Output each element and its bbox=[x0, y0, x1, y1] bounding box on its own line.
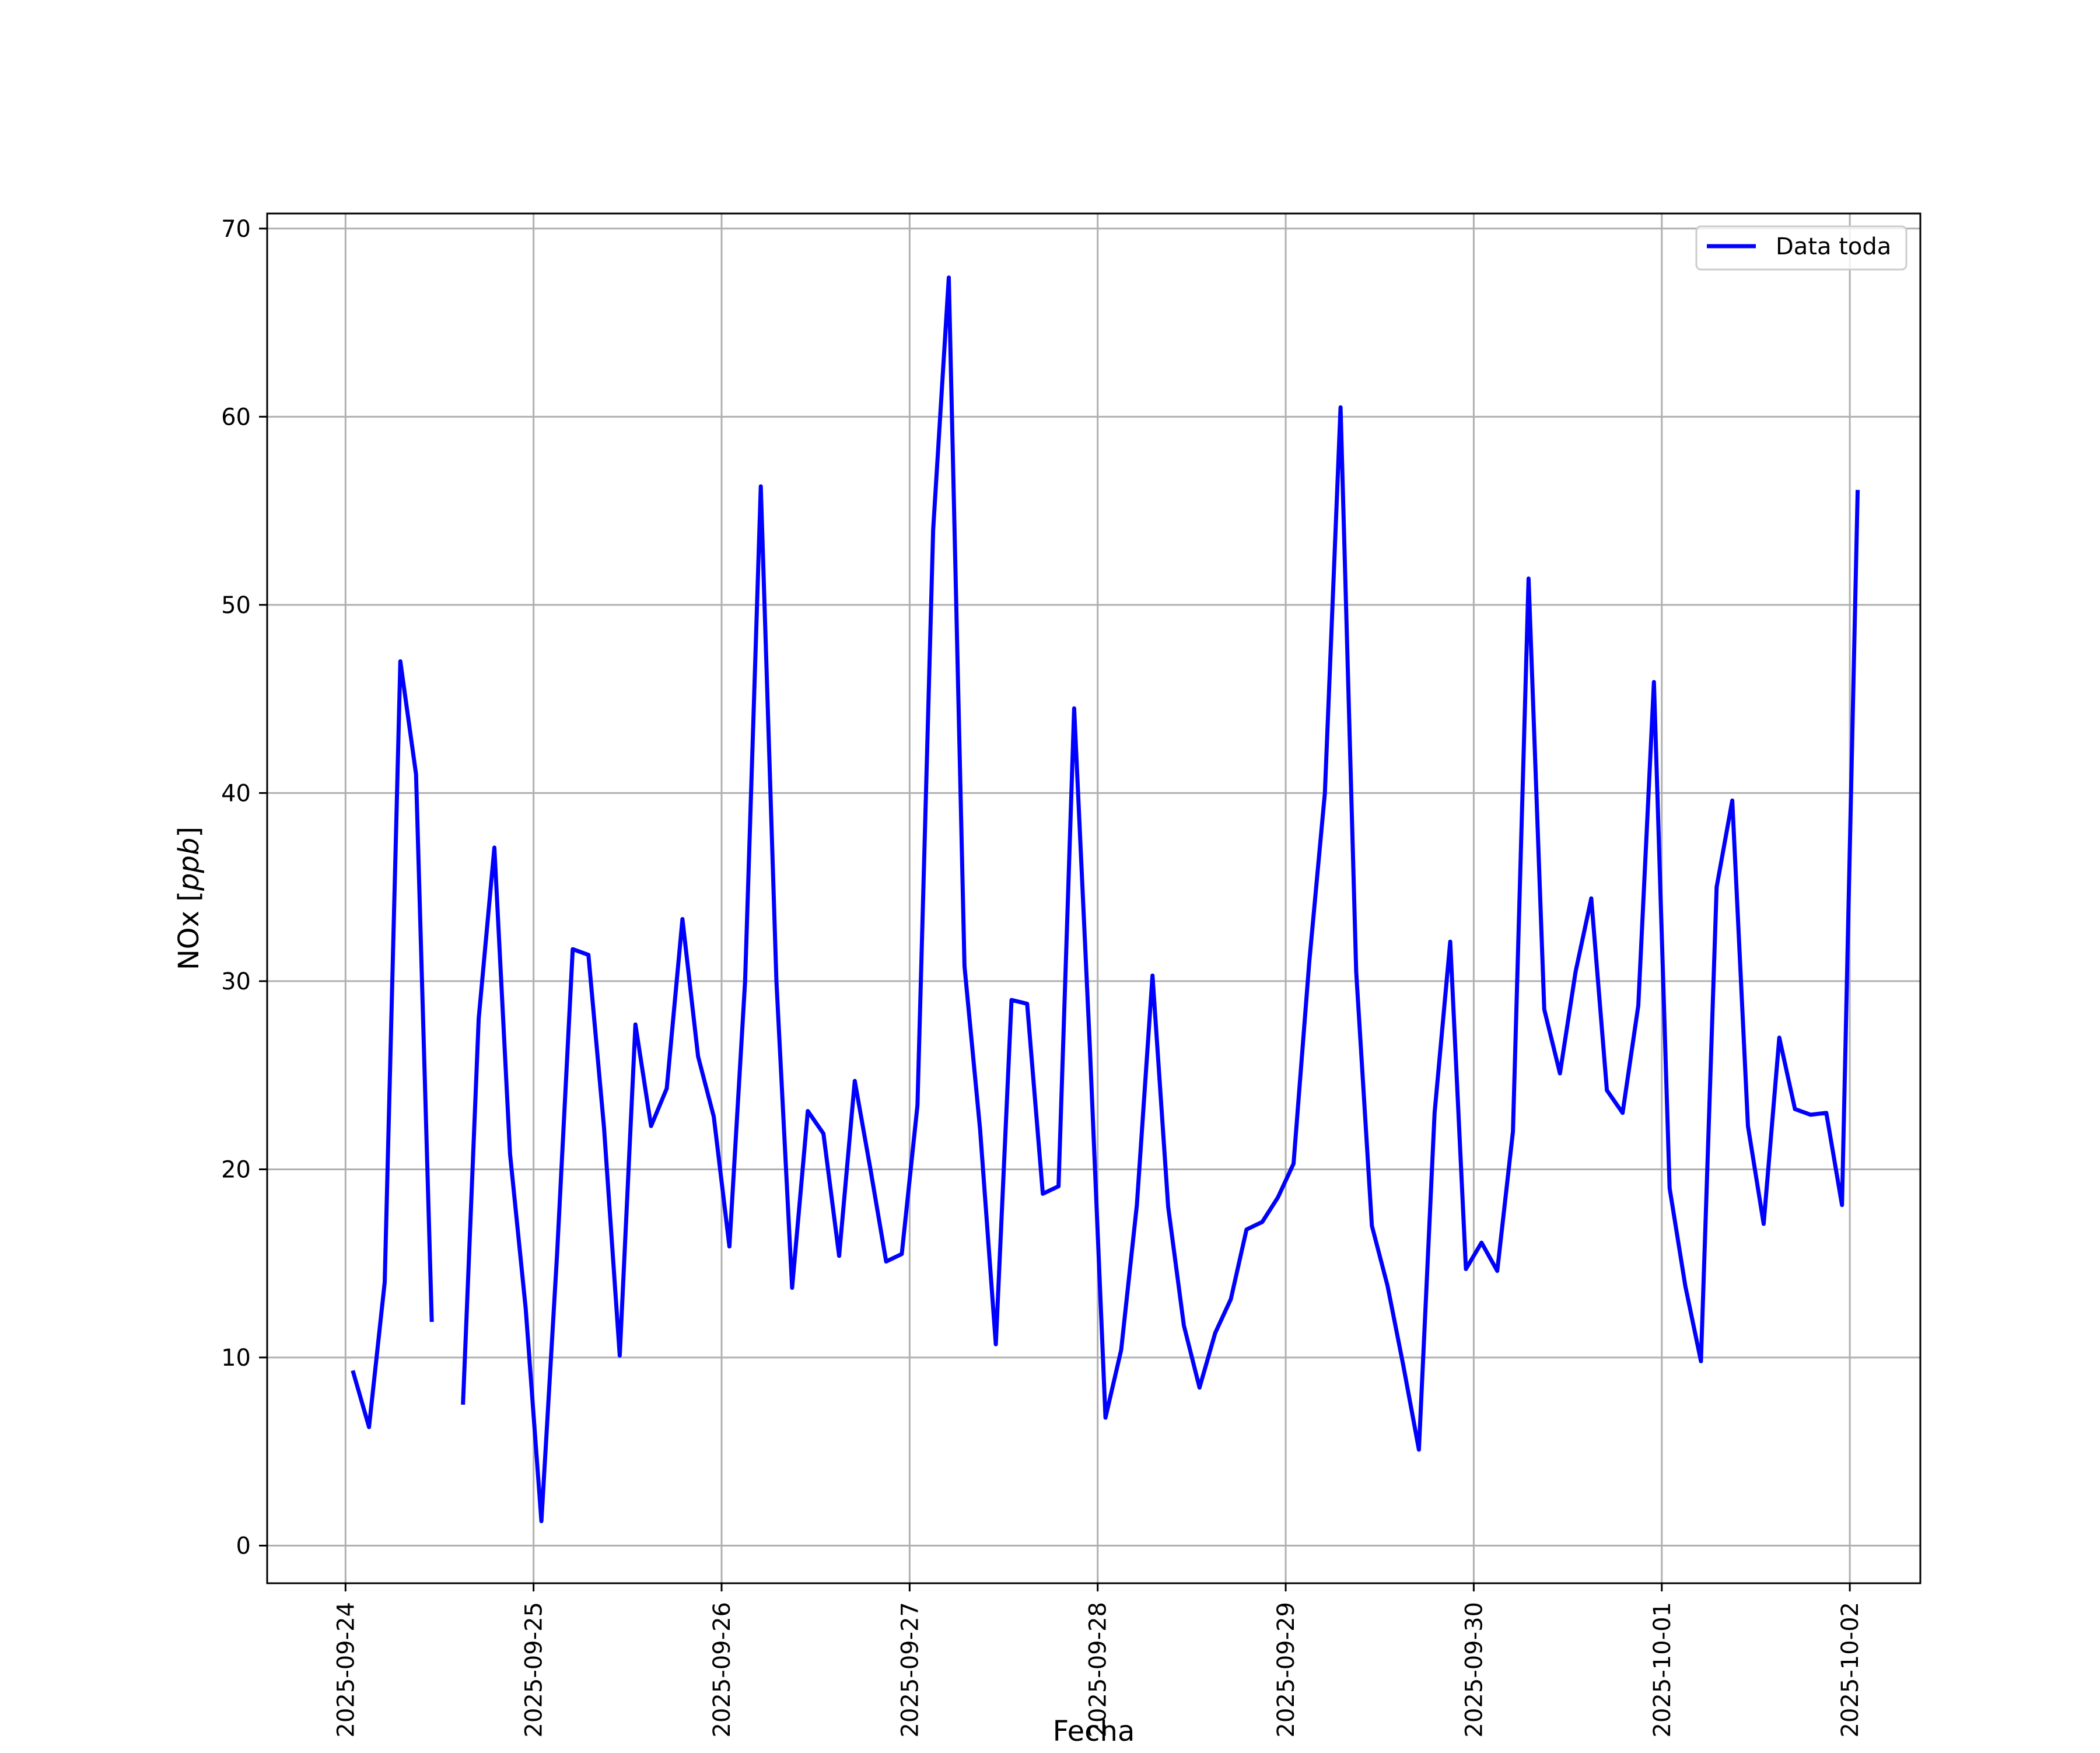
x-axis-title: Fecha bbox=[1053, 1715, 1135, 1748]
x-tick-label: 2025-09-26 bbox=[709, 1602, 736, 1737]
ticks: 0 10 20 30 40 50 60 70 2025-09-24 2025-09-25 2025-… bbox=[221, 216, 1864, 1738]
legend: Data toda bbox=[1695, 225, 1908, 271]
x-tick-label: 2025-09-29 bbox=[1273, 1602, 1300, 1737]
y-tick-label: 50 bbox=[221, 592, 251, 619]
y-axis-title-main: NOx [ bbox=[173, 891, 205, 970]
x-tick-label: 2025-09-25 bbox=[521, 1602, 548, 1737]
legend-box bbox=[1695, 225, 1908, 271]
series-line-data-toda bbox=[351, 275, 1860, 1524]
axes-frame bbox=[266, 212, 1922, 1584]
x-tick-label: 2025-09-24 bbox=[332, 1602, 359, 1737]
legend-label: Data toda bbox=[1776, 233, 1891, 260]
y-axis-title: NOx [ppb] bbox=[173, 827, 205, 970]
y-axis-title-end: ] bbox=[173, 827, 205, 838]
x-tick-label: 2025-09-27 bbox=[897, 1602, 923, 1737]
x-tick-label: 2025-09-30 bbox=[1461, 1602, 1488, 1737]
y-tick-label: 60 bbox=[221, 404, 251, 431]
x-tick-label: 2025-10-01 bbox=[1649, 1602, 1676, 1737]
y-tick-label: 40 bbox=[221, 780, 251, 807]
x-tick-label: 2025-10-02 bbox=[1837, 1602, 1864, 1737]
y-axis-title-unit: ppb bbox=[173, 838, 205, 891]
y-tick-label: 30 bbox=[221, 968, 251, 995]
y-tick-label: 70 bbox=[221, 216, 251, 243]
y-tick-label: 20 bbox=[221, 1156, 251, 1183]
y-tick-label: 10 bbox=[221, 1345, 251, 1371]
y-tick-label: 0 bbox=[236, 1532, 251, 1559]
plot-area bbox=[351, 275, 1860, 1524]
x-tick-label: 2025-09-28 bbox=[1085, 1602, 1112, 1737]
